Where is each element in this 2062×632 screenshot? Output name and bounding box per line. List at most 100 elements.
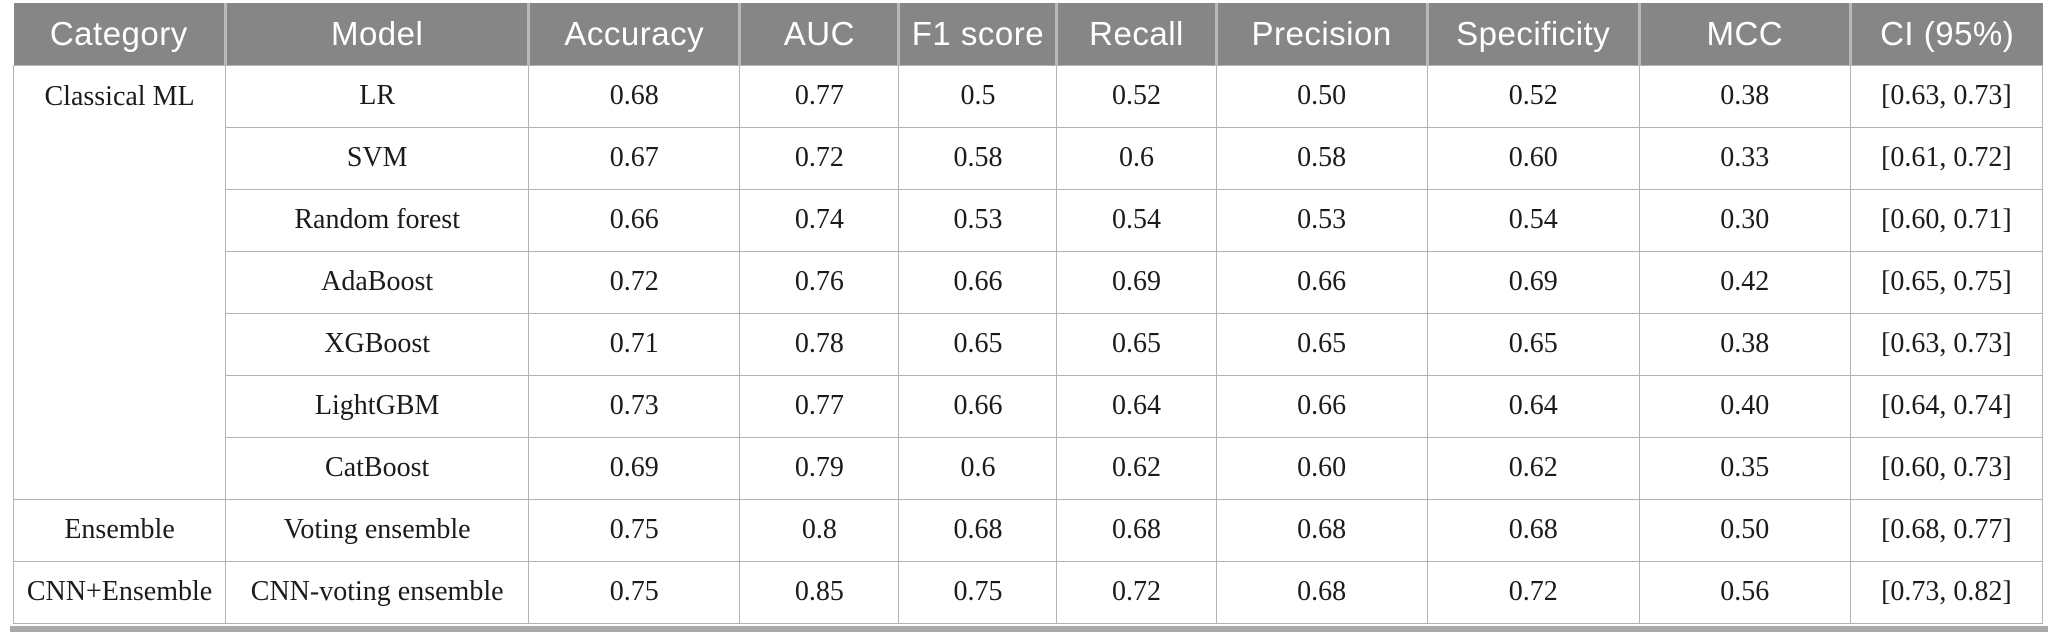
cell-precision: 0.53: [1215, 188, 1428, 252]
cell-recall: 0.52: [1056, 64, 1217, 128]
cell-recall: 0.65: [1056, 312, 1217, 376]
cell-accuracy: 0.75: [528, 560, 741, 624]
model-cell: CatBoost: [225, 436, 530, 500]
cell-mcc: 0.42: [1638, 250, 1851, 314]
cell-accuracy: 0.72: [528, 250, 741, 314]
cell-accuracy: 0.75: [528, 498, 741, 562]
table-row: Ensemble Voting ensemble 0.75 0.8 0.68 0.68 0.…: [12, 498, 2044, 562]
cell-auc: 0.77: [739, 64, 900, 128]
table-row: XGBoost 0.71 0.78 0.65 0.65 0.65 0.65 0.38 [0.63…: [14, 312, 2044, 376]
cell-accuracy: 0.69: [528, 436, 741, 500]
category-cell: Classical ML: [12, 64, 227, 500]
cell-mcc: 0.40: [1638, 374, 1851, 438]
cell-mcc: 0.50: [1638, 498, 1851, 562]
model-cell: AdaBoost: [225, 250, 530, 314]
cell-f1-score: 0.66: [898, 374, 1058, 438]
column-header-category: Category: [13, 3, 226, 65]
cell-auc: 0.74: [739, 188, 900, 252]
model-cell: Voting ensemble: [225, 498, 530, 562]
cell-accuracy: 0.67: [528, 126, 741, 190]
cell-auc: 0.79: [739, 436, 900, 500]
cell-recall: 0.69: [1056, 250, 1217, 314]
model-cell: SVM: [225, 126, 530, 190]
column-header-model: Model: [224, 3, 529, 65]
cell-mcc: 0.38: [1638, 312, 1851, 376]
cell-ci-95: [0.61, 0.72]: [1849, 126, 2044, 190]
cell-mcc: 0.56: [1638, 560, 1851, 624]
cell-specificity: 0.72: [1426, 560, 1640, 624]
cell-ci-95: [0.65, 0.75]: [1849, 250, 2044, 314]
table-row: Random forest 0.66 0.74 0.53 0.54 0.53 0.54 0.3…: [14, 188, 2044, 252]
cell-precision: 0.50: [1215, 64, 1428, 128]
cell-recall: 0.54: [1056, 188, 1217, 252]
cell-precision: 0.68: [1215, 498, 1428, 562]
table-row: Classical ML LR 0.68 0.77 0.5 0.52 0.50 0.52 0.3…: [12, 64, 2044, 500]
cell-specificity: 0.64: [1426, 374, 1640, 438]
model-cell: XGBoost: [225, 312, 530, 376]
cell-mcc: 0.30: [1638, 188, 1851, 252]
category-cell: Ensemble: [12, 498, 227, 562]
cell-auc: 0.85: [739, 560, 900, 624]
metrics-table: Category Model Accuracy AUC F1 score Recall Pr…: [12, 3, 2044, 624]
cell-mcc: 0.35: [1638, 436, 1851, 500]
cell-f1-score: 0.65: [898, 312, 1058, 376]
cell-specificity: 0.62: [1426, 436, 1640, 500]
cell-f1-score: 0.68: [898, 498, 1058, 562]
column-header-specificity: Specificity: [1425, 3, 1640, 65]
cell-f1-score: 0.75: [898, 560, 1058, 624]
cell-auc: 0.8: [739, 498, 900, 562]
cell-auc: 0.76: [739, 250, 900, 314]
cell-auc: 0.77: [739, 374, 900, 438]
cell-f1-score: 0.5: [898, 64, 1058, 128]
cell-ci-95: [0.60, 0.73]: [1849, 436, 2044, 500]
table-row: SVM 0.67 0.72 0.58 0.6 0.58 0.60 0.33 [0.61, 0.7…: [14, 126, 2044, 190]
column-header-f1-score: F1 score: [897, 3, 1057, 65]
cell-f1-score: 0.58: [898, 126, 1058, 190]
header-row: Category Model Accuracy AUC F1 score Recall Pr…: [13, 3, 2043, 65]
cell-f1-score: 0.53: [898, 188, 1058, 252]
cell-auc: 0.78: [739, 312, 900, 376]
category-cell: CNN+Ensemble: [12, 560, 227, 624]
cell-recall: 0.64: [1056, 374, 1217, 438]
cell-ci-95: [0.68, 0.77]: [1849, 498, 2044, 562]
cell-precision: 0.66: [1215, 374, 1428, 438]
cell-precision: 0.65: [1215, 312, 1428, 376]
cell-specificity: 0.60: [1426, 126, 1640, 190]
table-bottom-rule: [10, 625, 2048, 632]
table-row: LightGBM 0.73 0.77 0.66 0.64 0.66 0.64 0.40 [0.6…: [14, 374, 2044, 438]
table-row: CNN+Ensemble CNN-voting ensemble 0.75 0.85 0…: [12, 560, 2044, 624]
model-cell: Random forest: [225, 188, 530, 252]
cell-recall: 0.6: [1056, 126, 1217, 190]
model-cell: LightGBM: [225, 374, 530, 438]
column-header-ci-95: CI (95%): [1848, 3, 2043, 65]
table-body: Classical ML LR 0.68 0.77 0.5 0.52 0.50 0.52 0.3…: [12, 64, 2044, 624]
cell-accuracy: 0.68: [528, 64, 741, 128]
cell-recall: 0.62: [1056, 436, 1217, 500]
cell-ci-95: [0.73, 0.82]: [1849, 560, 2044, 624]
table-row: AdaBoost 0.72 0.76 0.66 0.69 0.66 0.69 0.42 [0.6…: [14, 250, 2044, 314]
column-header-auc: AUC: [738, 3, 899, 65]
cell-precision: 0.58: [1215, 126, 1428, 190]
column-header-mcc: MCC: [1637, 3, 1851, 65]
cell-f1-score: 0.6: [898, 436, 1058, 500]
cell-mcc: 0.38: [1638, 64, 1851, 128]
cell-precision: 0.60: [1215, 436, 1428, 500]
cell-ci-95: [0.60, 0.71]: [1849, 188, 2044, 252]
cell-recall: 0.68: [1056, 498, 1217, 562]
cell-accuracy: 0.71: [528, 312, 741, 376]
column-header-recall: Recall: [1055, 3, 1217, 65]
cell-specificity: 0.69: [1426, 250, 1640, 314]
cell-precision: 0.66: [1215, 250, 1428, 314]
model-cell: CNN-voting ensemble: [225, 560, 530, 624]
cell-specificity: 0.68: [1426, 498, 1640, 562]
column-header-accuracy: Accuracy: [527, 3, 740, 65]
cell-ci-95: [0.63, 0.73]: [1849, 64, 2044, 128]
cell-mcc: 0.33: [1638, 126, 1851, 190]
cell-accuracy: 0.73: [528, 374, 741, 438]
cell-auc: 0.72: [739, 126, 900, 190]
table-row: CatBoost 0.69 0.79 0.6 0.62 0.60 0.62 0.35 [0.60…: [14, 436, 2044, 500]
cell-precision: 0.68: [1215, 560, 1428, 624]
model-cell: LR: [225, 64, 530, 128]
cell-accuracy: 0.66: [528, 188, 741, 252]
